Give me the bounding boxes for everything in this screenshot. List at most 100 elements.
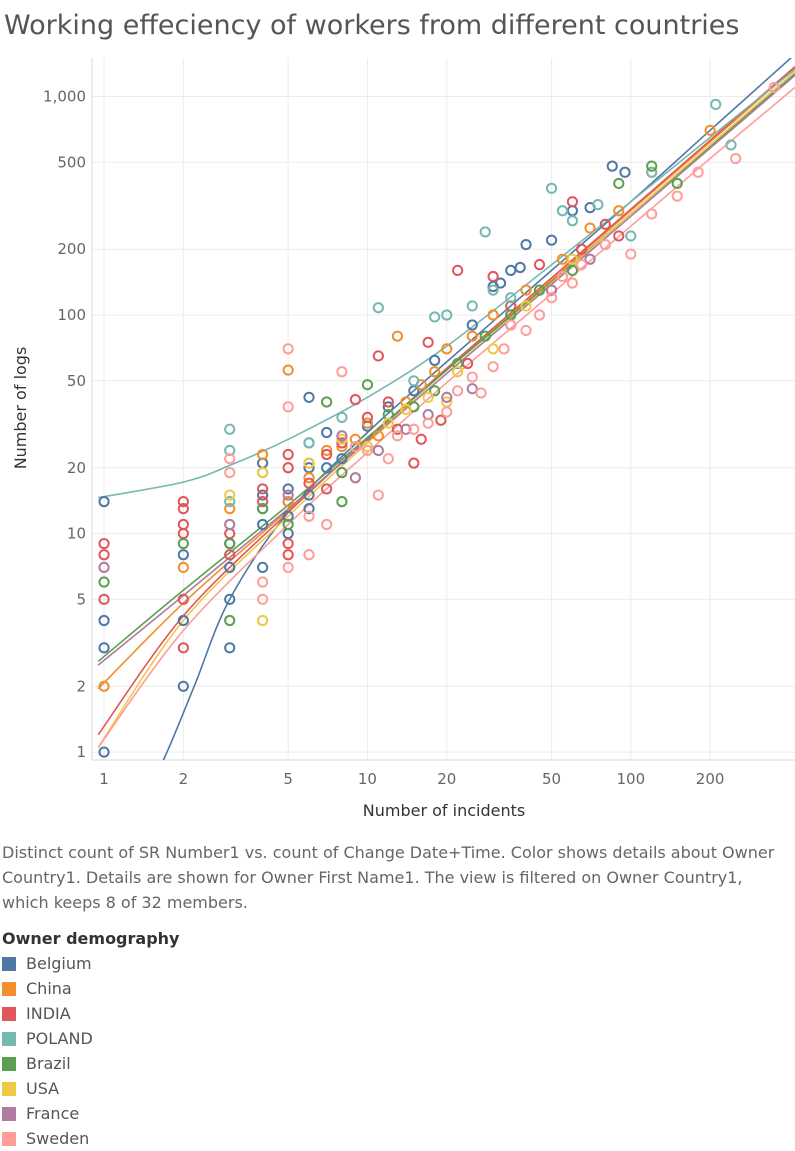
data-point-china <box>282 364 294 376</box>
data-point-sweden <box>303 510 315 522</box>
data-point-belgium <box>98 746 110 758</box>
data-point-usa <box>422 391 434 403</box>
data-point-sweden <box>487 361 499 373</box>
data-point-belgium <box>321 462 333 474</box>
data-point-china <box>361 417 374 429</box>
trend-line-sweden <box>97 86 795 748</box>
data-point-sweden <box>257 593 269 605</box>
data-point-belgium <box>257 489 269 501</box>
legend-item-poland[interactable]: POLAND <box>2 1026 179 1051</box>
legend: Owner demography Belgium China INDIA POLAND… <box>2 927 179 1151</box>
x-tick-label: 2 <box>179 770 189 788</box>
data-point-china <box>98 680 110 692</box>
legend-item-china[interactable]: China <box>2 976 179 1001</box>
data-point-india <box>613 230 625 242</box>
x-tick-label: 10 <box>358 770 377 788</box>
data-point-india <box>177 642 189 654</box>
data-point-india <box>177 496 189 508</box>
legend-label: POLAND <box>26 1029 93 1048</box>
data-point-sweden <box>575 259 588 271</box>
legend-item-usa[interactable]: USA <box>2 1076 179 1101</box>
data-point-china <box>336 440 348 453</box>
data-point-brazil <box>646 160 658 172</box>
data-point-china <box>321 444 333 457</box>
chart-caption: Distinct count of SR Number1 vs. count o… <box>2 843 775 912</box>
data-point-brazil <box>177 537 189 550</box>
legend-title: Owner demography <box>2 929 180 948</box>
data-point-china <box>400 396 412 408</box>
legend-label: Belgium <box>26 954 92 973</box>
data-point-sweden <box>282 561 294 574</box>
data-point-brazil <box>257 503 269 515</box>
legend-swatch <box>2 1106 16 1121</box>
trend-line-france <box>97 74 795 666</box>
data-point-brazil <box>361 379 374 391</box>
data-point-brazil <box>224 614 236 627</box>
data-point-brazil <box>566 264 579 277</box>
data-point-india <box>435 414 447 426</box>
data-point-india <box>98 549 110 561</box>
data-point-sweden <box>520 324 532 337</box>
data-point-usa <box>336 433 348 445</box>
data-point-usa <box>382 417 394 429</box>
legend-swatch <box>2 981 16 996</box>
data-point-poland <box>545 182 558 194</box>
legend-label: Brazil <box>26 1054 71 1073</box>
data-point-belgium <box>177 680 189 692</box>
legend-item-india[interactable]: INDIA <box>2 1001 179 1026</box>
data-point-belgium <box>545 234 558 246</box>
data-point-brazil <box>336 467 348 479</box>
data-point-india <box>257 483 269 495</box>
trend-line-india <box>97 65 795 736</box>
legend-label: China <box>26 979 72 998</box>
data-point-poland <box>303 437 315 449</box>
data-point-india <box>177 593 189 605</box>
data-point-sweden <box>466 371 478 383</box>
trend-line-brazil <box>97 73 795 663</box>
legend-swatch <box>2 1081 16 1096</box>
data-point-sweden <box>282 343 294 355</box>
data-point-sweden <box>533 309 546 321</box>
legend-item-brazil[interactable]: Brazil <box>2 1051 179 1076</box>
data-point-poland <box>466 300 478 312</box>
y-tick-label: 10 <box>67 525 86 543</box>
y-tick-label: 500 <box>57 153 86 171</box>
legend-item-france[interactable]: France <box>2 1101 179 1126</box>
data-point-india <box>422 336 434 348</box>
data-point-brazil <box>321 396 333 408</box>
x-tick-label: 5 <box>283 770 293 788</box>
y-tick-label: 200 <box>57 240 86 258</box>
data-point-brazil <box>336 496 348 508</box>
data-point-india <box>349 394 361 406</box>
data-point-china <box>303 472 315 484</box>
data-point-china <box>487 309 499 321</box>
data-point-brazil <box>224 537 236 550</box>
data-point-india <box>282 448 294 461</box>
data-point-sweden <box>382 453 394 465</box>
data-point-france <box>545 284 558 296</box>
data-point-sweden <box>372 489 384 501</box>
data-point-india <box>599 218 611 230</box>
legend-swatch <box>2 1006 16 1021</box>
data-point-poland <box>224 423 236 435</box>
legend-swatch <box>2 956 16 971</box>
legend-item-belgium[interactable]: Belgium <box>2 951 179 976</box>
data-point-poland <box>441 309 453 321</box>
data-point-sweden <box>282 401 294 413</box>
axes: 1 2 5 10 20 50 100 200 1 2 5 10 20 50 100 200 500 1,000 <box>43 58 795 788</box>
y-axis-title: Number of logs <box>11 347 30 470</box>
data-point-sweden <box>730 152 742 165</box>
data-point-china <box>704 124 716 136</box>
data-point-china <box>466 330 478 342</box>
data-point-china <box>372 430 384 442</box>
data-point-india <box>257 496 269 508</box>
data-point-france <box>98 561 110 574</box>
data-point-france <box>336 430 348 442</box>
data-points <box>98 81 780 758</box>
data-point-poland <box>224 496 236 508</box>
data-point-belgium <box>177 614 189 627</box>
data-point-china <box>584 222 596 234</box>
data-point-poland <box>505 292 517 304</box>
legend-label: INDIA <box>26 1004 71 1023</box>
legend-item-sweden[interactable]: Sweden <box>2 1126 179 1151</box>
